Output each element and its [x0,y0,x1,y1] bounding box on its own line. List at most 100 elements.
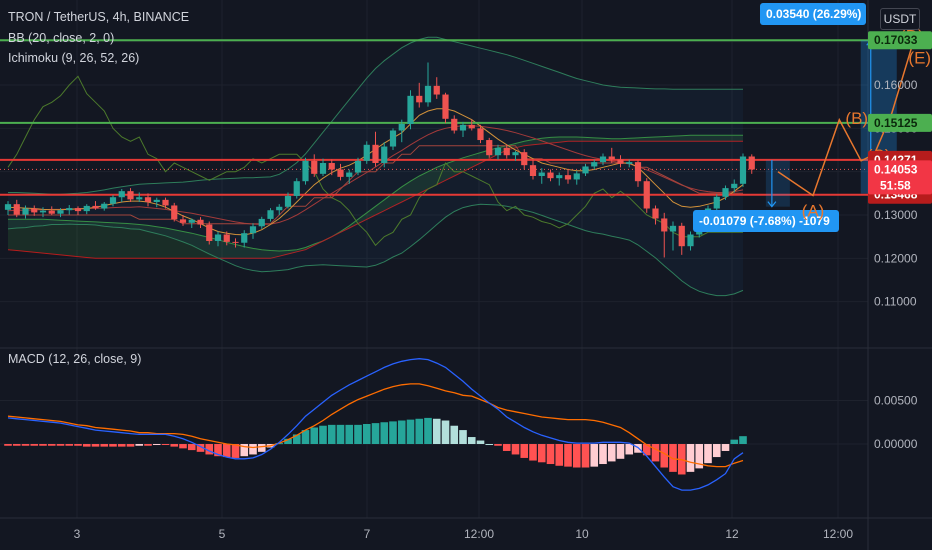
candle-body [722,188,729,197]
candle-body [136,197,143,200]
candle-body [582,166,589,174]
candle-body [643,181,650,209]
symbol-legend[interactable]: TRON / TetherUS, 4h, BINANCE [8,10,190,24]
macd-histogram-bar [345,424,354,445]
time-tick-label: 12:00 [823,527,853,541]
macd-histogram-bar [529,444,537,461]
measure-down-area [765,159,790,207]
candle-body [153,199,160,202]
macd-histogram-bar [100,444,109,447]
candle-body [713,196,720,209]
macd-histogram-bar [450,425,459,445]
macd-histogram-bar [231,444,240,458]
price-tick-label: 0.12000 [874,251,918,265]
macd-histogram-bar [257,444,266,452]
macd-pane [4,358,747,491]
countdown-tag: 51:58 [880,178,911,192]
candle-body [302,160,309,182]
macd-histogram-bar [467,437,476,445]
macd-histogram-bar [144,444,152,446]
macd-histogram-bar [432,418,441,445]
level-tag-1-box [868,113,932,132]
time-tick-label: 3 [74,527,81,541]
macd-histogram-bar [179,444,187,449]
candle-body [363,144,370,161]
wave-path [777,40,915,197]
candle-body [66,208,73,211]
current-price-tag: 0.14053 [874,162,918,176]
price-tick-label: 0.11000 [874,295,917,309]
macd-histogram-bar [406,419,415,445]
macd-histogram-bar [196,444,205,452]
candle-body [424,85,432,103]
macd-histogram-bar [56,444,65,446]
candle-body [486,140,493,156]
macd-histogram-bar [126,444,135,447]
candle-body [206,224,213,241]
macd-histogram-bar [12,444,21,446]
measure-up-label-box [760,3,866,25]
macd-histogram-bar [354,424,362,445]
time-tick-label: 12 [725,527,739,541]
candle-body [494,147,502,156]
macd-histogram-bar [485,444,494,446]
macd-histogram-bar [712,444,721,458]
macd-histogram-bar [572,444,581,468]
currency-button[interactable]: USDT [880,8,920,30]
candle-body [538,172,545,176]
current-price-tag-box [868,160,932,195]
macd-histogram-bar [380,422,389,445]
macd-histogram-bar [292,434,301,445]
measure-tools[interactable]: -0.01079 (-7.68%) -1079 0.03540 (26.29%) [693,3,897,232]
candle-body [144,197,152,202]
candle-body [547,172,554,179]
senkou-a-line [8,134,743,252]
candle-body [381,146,388,163]
macd-histogram-bar [616,444,625,459]
macd-histogram-bar [30,444,39,446]
macd-histogram-bar [4,444,12,446]
macd-histogram-bar [65,444,74,446]
macd-line [7,358,744,491]
macd-histogram-bar [47,444,56,446]
candle-body [521,152,528,166]
macd-histogram-bar [660,444,669,468]
candle-body [328,163,335,170]
macd-histogram-bar [39,444,47,446]
candle-body [188,219,195,223]
candle-body [503,147,510,156]
candle-body [74,208,82,212]
macd-histogram-bar [284,438,292,445]
candlestick-series [4,62,755,258]
candle-body [337,169,344,177]
candle-body [258,218,265,227]
candle-body [433,85,440,95]
macd-histogram-bar [187,444,196,451]
macd-histogram-bar [537,444,546,463]
candle-body [608,156,615,160]
candle-body [249,226,257,234]
candle-body [599,156,607,163]
candle-body [372,144,379,163]
level-tag-1: 0.15125 [874,116,918,130]
macd-histogram-bar [240,444,249,457]
macd-legend[interactable]: MACD (12, 26, close, 9) [8,352,142,366]
bb-legend[interactable]: BB (20, close, 2, 0) [8,31,115,45]
candle-body [731,183,738,189]
candle-body [31,208,38,213]
price-tick-label: 0.16000 [874,78,918,92]
ichimoku-legend[interactable]: Ichimoku (9, 26, 52, 26) [8,51,140,65]
macd-tick-label: 0.00000 [874,437,918,451]
macd-histogram-bar [74,444,82,446]
macd-histogram-bar [651,444,660,462]
macd-histogram-bar [625,444,634,455]
signal-line [7,383,744,468]
macd-histogram-bar [161,444,170,446]
candle-body [512,152,519,156]
candle-body [232,241,239,243]
macd-histogram-bar [546,444,555,465]
candle-body [13,204,20,215]
